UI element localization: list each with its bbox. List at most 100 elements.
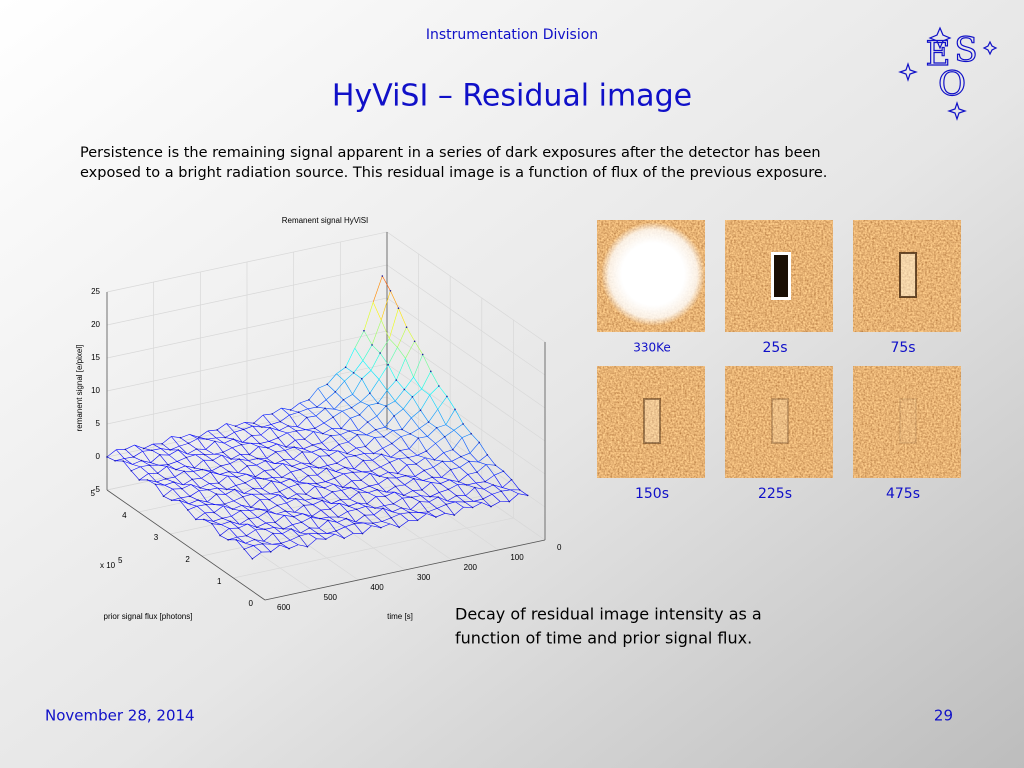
- mesh-point: [317, 467, 320, 469]
- mesh-line: [331, 499, 341, 504]
- mesh-line: [404, 389, 413, 398]
- mesh-point: [392, 502, 395, 505]
- mesh-line: [424, 466, 434, 471]
- mesh-line: [306, 415, 316, 418]
- mesh-line: [175, 465, 186, 470]
- mesh-line: [350, 418, 359, 431]
- axis-line: [106, 489, 266, 601]
- mesh-line: [243, 429, 252, 436]
- mesh-line: [368, 405, 378, 417]
- mesh-point: [272, 468, 275, 471]
- residual-spot: [899, 398, 917, 444]
- mesh-line: [312, 444, 321, 450]
- mesh-point: [274, 521, 276, 524]
- mesh-line: [150, 454, 161, 463]
- mesh-line: [124, 458, 133, 465]
- mesh-line: [320, 509, 330, 518]
- mesh-line: [411, 409, 421, 419]
- mesh-line: [276, 443, 286, 451]
- mesh-line: [314, 486, 324, 499]
- mesh-point: [237, 527, 240, 529]
- grid-line: [106, 330, 388, 392]
- mesh-line: [417, 513, 427, 521]
- mesh-line: [411, 417, 420, 429]
- mesh-line: [493, 484, 503, 488]
- mesh-line: [319, 518, 329, 521]
- mesh-point: [177, 449, 180, 451]
- mesh-line: [186, 454, 196, 458]
- mesh-line: [449, 479, 459, 483]
- mesh-line: [230, 521, 239, 529]
- mesh-line: [438, 385, 448, 397]
- mesh-line: [410, 433, 419, 439]
- mesh-line: [188, 443, 197, 450]
- mesh-line: [327, 462, 337, 466]
- mesh-line: [412, 490, 422, 496]
- mesh-line: [237, 465, 248, 474]
- mesh-line: [412, 388, 422, 398]
- mesh-line: [288, 483, 298, 488]
- mesh-line: [462, 423, 472, 434]
- mesh-line: [297, 426, 306, 430]
- mesh-point: [302, 504, 305, 507]
- mesh-line: [348, 502, 358, 507]
- mesh-line: [106, 456, 116, 462]
- mesh-point: [252, 487, 254, 490]
- mesh-line: [352, 394, 361, 402]
- mesh-point: [486, 454, 489, 456]
- mesh-line: [264, 529, 274, 534]
- mesh-line: [316, 481, 326, 484]
- mesh-line: [185, 465, 195, 469]
- mesh-line: [322, 433, 332, 436]
- mesh-line: [253, 422, 263, 428]
- mesh-point: [340, 427, 343, 430]
- mesh-line: [276, 443, 287, 448]
- mesh-line: [490, 501, 501, 507]
- mesh-point: [214, 440, 216, 443]
- mesh-line: [413, 478, 423, 491]
- mesh-line: [362, 471, 371, 474]
- mesh-line: [122, 460, 132, 471]
- mesh-line: [278, 494, 287, 504]
- mesh-line: [266, 451, 277, 459]
- mesh-line: [271, 413, 281, 422]
- mesh-line: [468, 461, 479, 463]
- mesh-line: [374, 505, 385, 509]
- mesh-point: [203, 453, 206, 456]
- mesh-line: [190, 484, 200, 491]
- mesh-line: [501, 489, 511, 492]
- mesh-line: [375, 429, 384, 438]
- mesh-line: [418, 511, 428, 513]
- mesh-line: [270, 491, 280, 495]
- mesh-line: [284, 446, 295, 451]
- mesh-line: [256, 522, 267, 528]
- mesh-line: [419, 421, 429, 429]
- mesh-point: [415, 463, 417, 465]
- mesh-line: [286, 498, 296, 504]
- mesh-line: [399, 450, 409, 458]
- mesh-point: [327, 519, 329, 522]
- mesh-line: [219, 535, 229, 541]
- mesh-point: [423, 469, 425, 472]
- mesh-line: [228, 536, 238, 541]
- mesh-line: [402, 497, 411, 510]
- mesh-line: [396, 477, 405, 486]
- mesh-line: [372, 275, 383, 303]
- mesh-line: [245, 542, 254, 546]
- mesh-line: [421, 482, 432, 491]
- mesh-line: [244, 482, 254, 489]
- mesh-line: [320, 448, 329, 456]
- mesh-line: [226, 423, 236, 427]
- mesh-line: [186, 457, 195, 469]
- mesh-line: [389, 308, 399, 339]
- mesh-line: [355, 453, 365, 456]
- mesh-line: [167, 461, 178, 465]
- mesh-line: [292, 524, 301, 534]
- mesh-line: [326, 467, 336, 472]
- mesh-line: [313, 431, 322, 443]
- mesh-line: [193, 471, 202, 479]
- mesh-line: [335, 530, 345, 539]
- grid-line: [106, 396, 388, 458]
- mesh-line: [214, 512, 223, 519]
- mesh-line: [337, 522, 346, 528]
